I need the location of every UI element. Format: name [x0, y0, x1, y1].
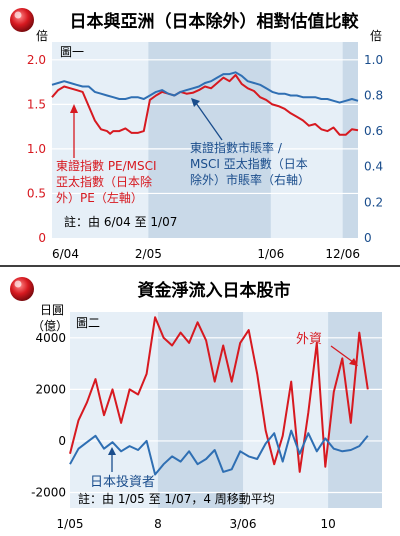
chart2-note: 註：由 1/05 至 1/07，4 周移動平均 — [78, 492, 275, 506]
chart2-shaded-period-2 — [328, 312, 382, 508]
chart1-x-axis-ticks: 6/04 2/05 1/06 12/06 — [52, 247, 360, 261]
chart1-title: 日本與亞洲（日本除外）相對估值比較 — [70, 11, 360, 32]
chart1-bullet-highlight — [14, 11, 22, 19]
chart2-y-tick-label: 4000 — [35, 331, 66, 345]
chart1-x-tick-label: 1/06 — [257, 247, 284, 261]
chart2-title: 資金淨流入日本股市 — [138, 280, 291, 301]
chart1-shaded-period-2 — [342, 42, 358, 238]
chart1-shaded-period-1 — [148, 42, 271, 238]
chart1-x-tick-label: 12/06 — [325, 247, 360, 261]
chart1-blue-label-line-1: 東證指數市賬率 / — [190, 140, 283, 155]
chart1-blue-label-line-2: MSCI 亞太指數（日本 — [190, 156, 308, 171]
chart2-y-axis-ticks: 4000 2000 0 -2000 — [31, 331, 66, 500]
chart2-foreign-label: 外資 — [296, 332, 322, 347]
chart1-red-label-line-1: 東證指數 PE/MSCI — [56, 158, 157, 173]
chart2-bullet-highlight — [14, 280, 22, 288]
chart1-series-tokyo-pb-line — [51, 71, 359, 104]
chart1-left-tick-label: 2.0 — [27, 53, 46, 67]
chart1-note: 註：由 6/04 至 1/07 — [64, 215, 177, 229]
chart2-foreign-pointer-arrow-icon — [349, 358, 358, 366]
chart2-x-tick-label: 1/05 — [57, 517, 84, 531]
chart1-red-series-label: 東證指數 PE/MSCI 亞太指數（日本除 外）PE（左軸） — [56, 158, 157, 205]
chart1-right-tick-label: 0 — [364, 231, 372, 245]
chart1-left-tick-label: 0.5 — [27, 186, 46, 200]
chart1-right-tick-label: 1.0 — [364, 53, 383, 67]
chart2-japanese-label: 日本投資者 — [90, 474, 155, 490]
chart2-x-tick-label: 3/06 — [230, 517, 257, 531]
chart2-y-unit-line-2: （億） — [32, 319, 68, 333]
chart1-red-label-line-2: 亞太指數（日本除 — [56, 174, 152, 189]
chart1-left-tick-label: 1.5 — [27, 97, 46, 111]
chart2-plot-area — [70, 312, 382, 508]
chart1-x-tick-label: 2/05 — [135, 247, 162, 261]
chart2-y-tick-label: -2000 — [31, 486, 66, 500]
chart1-blue-label-line-3: 除外）市賬率（右軸） — [190, 172, 310, 187]
chart1-left-tick-label: 1.0 — [27, 142, 46, 156]
chart1-blue-pointer-line — [195, 102, 223, 141]
chart2-x-axis-ticks: 1/05 8 3/06 10 — [57, 517, 336, 531]
chart1-panel-label: 圖一 — [60, 45, 84, 59]
chart1-bullet-icon — [10, 8, 34, 32]
chart2-shaded-period-1 — [157, 312, 244, 508]
chart2-y-tick-label: 2000 — [35, 382, 66, 396]
chart1-right-tick-label: 0.6 — [364, 124, 383, 138]
chart2-bullet-icon — [10, 277, 34, 301]
chart1-right-tick-label: 0.8 — [364, 88, 383, 102]
chart1-red-pointer-arrow-icon — [70, 104, 78, 113]
chart1-plot-area — [52, 42, 358, 238]
chart2-foreign-pointer-line — [330, 345, 354, 363]
chart2-series-japanese-line — [69, 429, 369, 476]
chart1-right-axis-ticks: 1.0 0.8 0.6 0.4 0.2 0 — [364, 53, 383, 245]
chart2-gridlines — [70, 337, 382, 494]
chart2-y-unit-line-1: 日圓 — [40, 303, 64, 317]
chart1-blue-pointer-arrow-icon — [191, 98, 200, 107]
chart2-x-tick-label: 10 — [320, 517, 335, 531]
chart1-series-tokyo-pe-line — [51, 74, 359, 136]
chart1-red-label-line-3: 外）PE（左軸） — [56, 190, 143, 205]
chart1-gridlines — [52, 59, 358, 195]
chart2-series-foreign-line — [69, 316, 369, 473]
chart2-y-tick-label: 0 — [58, 434, 66, 448]
chart1-right-axis-unit: 倍 — [370, 28, 382, 43]
chart1-blue-series-label: 東證指數市賬率 / MSCI 亞太指數（日本 除外）市賬率（右軸） — [190, 140, 310, 187]
chart1-left-axis-ticks: 2.0 1.5 1.0 0.5 0 — [27, 53, 46, 245]
chart1-x-tick-label: 6/04 — [52, 247, 79, 261]
chart1-right-tick-label: 0.4 — [364, 160, 383, 174]
chart2-japanese-pointer-arrow-icon — [108, 447, 116, 455]
chart1-left-tick-label: 0 — [38, 231, 46, 245]
chart2-x-tick-label: 8 — [154, 517, 162, 531]
chart1-left-axis-unit: 倍 — [36, 28, 48, 43]
chart1-right-tick-label: 0.2 — [364, 195, 383, 209]
chart2-panel-label: 圖二 — [76, 316, 100, 330]
